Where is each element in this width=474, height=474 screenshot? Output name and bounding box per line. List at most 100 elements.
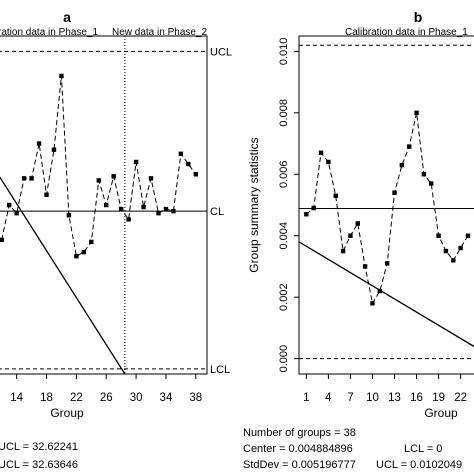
stats-b-groups: Number of groups = 38 [243,427,356,439]
data-point [193,172,199,177]
data-point [14,210,19,216]
data-point [465,233,471,238]
panel-b-limit-lines [299,44,474,360]
decreasing-trend-line [0,176,126,375]
panel-b-series [304,110,471,306]
phase-1-label: ration data in Phase_1 [0,27,99,38]
panel-b-decreasing-line [298,241,474,348]
panel-b-phase-label: Calibration data in Phase_1 [345,27,468,38]
data-point [81,249,87,255]
cl-label: CL [210,206,224,218]
data-point [304,212,309,217]
panel-b-x-ticks: 1 4 7 10 13 16 19 22 [303,374,467,404]
data-point [443,248,449,254]
panel-a-x-ticks: 14 18 22 26 30 34 38 [10,374,202,404]
stats-b-center: Center = 0.004884896 [243,443,353,455]
x-tick-label: 16 [410,392,423,404]
lcl-label: LCL [210,364,230,376]
series-line [1,75,197,257]
data-point [178,151,184,156]
data-point [414,110,419,116]
x-tick-label: 4 [325,392,332,404]
data-point [370,301,375,306]
data-point [171,208,176,214]
y-tick-label: 0.010 [278,38,290,66]
decreasing-trend-line [298,241,474,348]
data-point [104,202,109,208]
data-point [51,147,57,152]
x-tick-label: 18 [40,392,53,404]
data-point [377,288,383,294]
data-point [156,210,161,216]
panel-a-limit-lines: UCL CL LCL [0,36,232,376]
panel-b-y-ticks: 0.000 0.002 0.004 0.006 0.008 0.010 [278,38,299,373]
data-point [421,172,427,177]
data-point [148,176,154,181]
panel-a-label: a [63,9,71,25]
stats-b-lcl: LCL = 0 [404,443,442,455]
data-point [21,176,27,181]
panel-b-stats: Number of groups = 38 Center = 0.0048848… [243,427,462,471]
panel-a-plot-frame [0,35,208,375]
data-point [133,159,139,165]
data-point [318,150,324,155]
stats-a-line-1: UCL = 32.62241 [0,441,78,453]
stats-a-line-2: UCL = 32.63646 [0,459,78,471]
panel-a-x-axis-label: Group [50,406,84,420]
y-tick-label: 0.002 [278,283,290,311]
data-point [111,174,116,179]
data-point [392,190,397,195]
data-point [36,141,42,146]
data-point [362,264,368,269]
data-point [163,206,169,212]
panel-b-y-axis-label: Group summary statistics [247,137,261,272]
data-point [74,254,79,259]
data-point [126,217,131,222]
data-point [399,162,405,168]
x-tick-label: 10 [366,392,379,404]
data-point [407,144,412,149]
y-tick-label: 0.006 [278,161,290,189]
x-tick-label: 26 [100,392,113,404]
data-point [44,192,49,197]
y-tick-label: 0.004 [278,222,290,250]
panel-b-plot-frame [298,35,474,375]
data-point [429,181,434,186]
data-point [458,245,463,251]
data-point [311,205,316,211]
data-point [333,193,338,198]
data-point [96,178,101,183]
data-point [348,233,353,238]
data-point [141,204,146,210]
stats-b-stddev: StdDev = 0.005196777 [243,459,356,471]
x-tick-label: 22 [454,392,467,404]
data-point [384,261,390,266]
phase-2-label: New data in Phase_2 [112,27,208,38]
x-tick-label: 30 [130,392,143,404]
x-tick-label: 7 [347,392,353,404]
data-point [451,258,456,263]
x-tick-label: 19 [432,392,445,404]
panel-b: b Calibration data in Phase_1 Group summ… [243,9,474,471]
data-point [29,176,34,181]
data-point [326,159,331,165]
x-tick-label: 1 [303,392,309,404]
data-point [186,161,191,167]
data-point [0,237,4,243]
data-point [59,73,64,79]
x-tick-label: 38 [189,392,202,404]
panel-a-stats: UCL = 32.62241 UCL = 32.63646 [0,441,78,471]
panel-a-phase-labels: ration data in Phase_1 New data in Phase… [0,27,208,38]
x-tick-label: 34 [160,392,173,404]
ucl-label: UCL [210,46,232,58]
data-point [355,221,360,226]
panel-a-series [0,73,199,259]
data-point [6,202,12,208]
x-tick-label: 13 [388,392,401,404]
data-point [89,239,94,245]
stats-b-ucl: UCL = 0.0102049 [376,459,462,471]
panel-b-x-axis-label: Group [424,406,458,420]
y-tick-label: 0.000 [278,345,290,373]
data-point [340,248,346,254]
